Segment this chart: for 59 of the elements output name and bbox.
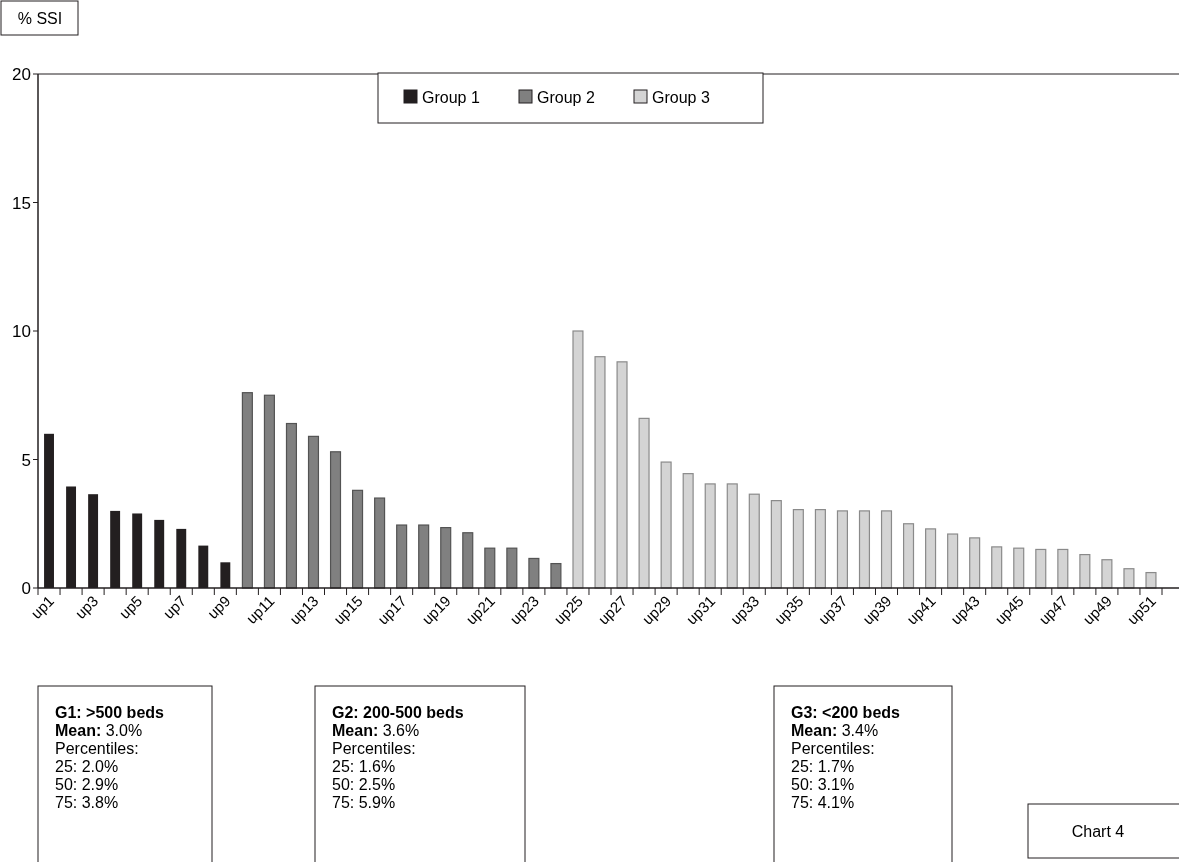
bar: [814, 509, 826, 589]
text: G2: 200-500 beds Mean: 3.6% Percentiles: 25: 1.6% 50: 2.5% 75: 5.9%: [332, 704, 464, 811]
y-tick-label: 0: [21, 579, 31, 598]
bar: [506, 547, 518, 589]
bar: [307, 435, 320, 589]
bar: [682, 473, 694, 589]
x-tick-label: up7: [159, 592, 190, 622]
y-tick-label: 10: [12, 322, 31, 341]
bar: [792, 509, 804, 589]
bar: [836, 510, 848, 589]
bar: [1035, 548, 1047, 589]
bar: [418, 524, 430, 589]
bar: [528, 557, 540, 589]
bar: [374, 497, 386, 589]
bar: [462, 532, 474, 589]
bar: [1079, 553, 1091, 589]
bar: [858, 510, 871, 589]
bar: [352, 489, 364, 589]
bar: [726, 483, 738, 589]
bar: [969, 537, 981, 589]
caption: Chart 4: [1071, 823, 1125, 840]
bar: [550, 562, 562, 589]
text: G3: <200 beds Mean: 3.4% Percentiles: 25: 1.7% 50: 3.1% 75: 4.1%: [791, 704, 901, 811]
y-tick-label: 5: [21, 450, 31, 470]
bar: [1145, 571, 1157, 589]
x-tick-label: up9: [203, 592, 234, 622]
y-tick-label: 20: [12, 65, 31, 84]
bar: [1123, 568, 1135, 589]
x-tick-label: up3: [71, 592, 102, 622]
bar: [638, 417, 650, 589]
bar: [440, 527, 452, 589]
bar: [704, 483, 716, 589]
bar: [329, 451, 342, 589]
bar: [572, 330, 584, 589]
bar: [1057, 548, 1069, 589]
y-axis-title: % SSI: [17, 10, 63, 27]
bar: [616, 361, 628, 589]
bar: [748, 493, 760, 589]
legend-label: Group 3: [652, 89, 710, 106]
bar: [484, 547, 496, 589]
bar: [880, 510, 893, 589]
y-tick-label: 15: [12, 193, 31, 213]
bar: [991, 546, 1003, 589]
legend-label: Group 2: [537, 89, 595, 106]
bar: [925, 528, 937, 589]
bar: [263, 394, 275, 589]
bar: [902, 523, 915, 589]
bar: [396, 524, 408, 589]
x-tick-label: up5: [115, 592, 146, 622]
bar: [241, 392, 253, 589]
legend-label: Group 1: [422, 89, 480, 106]
bar: [1013, 547, 1025, 589]
bar: [660, 461, 672, 589]
text: G1: >500 beds Mean: 3.0% Percentiles: 25: 2.0% 50: 2.9% 75: 3.8%: [55, 704, 165, 811]
bar: [1101, 559, 1113, 589]
bar: [285, 422, 298, 589]
bar: [770, 500, 782, 589]
bar: [947, 533, 959, 589]
bar: [594, 356, 606, 589]
